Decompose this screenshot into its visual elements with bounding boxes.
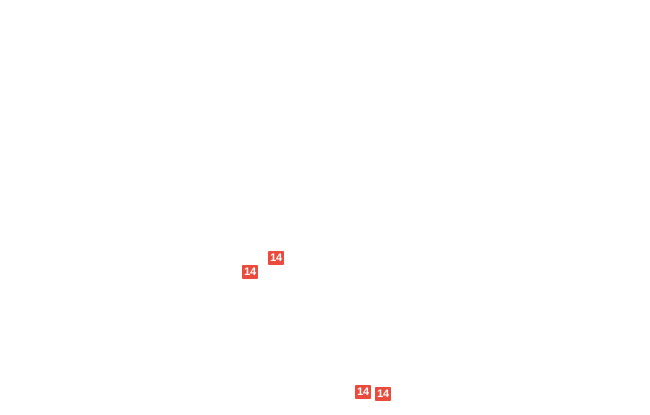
count-badge[interactable]: 14 bbox=[355, 385, 371, 399]
count-badge[interactable]: 14 bbox=[268, 251, 284, 265]
count-badge[interactable]: 14 bbox=[242, 265, 258, 279]
count-badge[interactable]: 14 bbox=[375, 387, 391, 401]
